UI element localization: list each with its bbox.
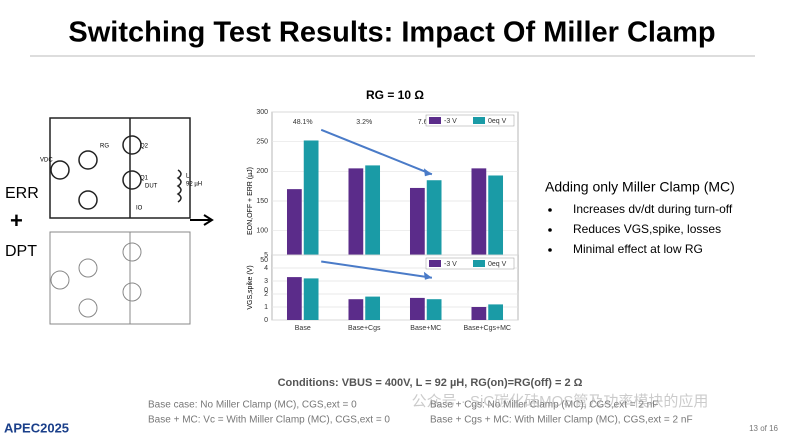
bullet: Reduces VGS,spike, losses [573,222,721,236]
y-axis-label: VGS,spike (V) [247,265,254,309]
bullet: Minimal effect at low RG [573,242,703,256]
y-tick-label: 5 [264,252,268,259]
bullet-dot [548,248,552,252]
circuit-bottom [49,231,191,325]
circuit-label: 92 µH [186,182,202,188]
y-axis-label: EON,OFF + ERR (µJ) [247,167,254,235]
circuit-label: Q2 [140,144,149,150]
bullet-dot [548,228,552,232]
y-tick-label: 300 [256,109,268,116]
bar [303,278,319,320]
conditions: Conditions: VBUS = 400V, L = 92 µH, RG(o… [278,377,583,389]
circuit-label: Q1 [140,176,149,182]
trend-arrow [320,128,433,176]
annotation: 48.1% [293,119,313,126]
circuit-top [49,117,191,219]
legend-label: 0eq V [488,118,507,125]
y-tick-label: 250 [256,139,268,146]
watermark: 公众号 · SiC碳化硅MOS管及功率模块的应用 [412,392,709,410]
arrow [190,214,214,226]
y-tick-label: 50 [260,257,268,264]
legend-swatch [473,117,485,124]
left-label: DPT [5,243,37,260]
circuit-label: IO [136,206,143,212]
legend-box [425,257,515,270]
y-tick-label: 3 [264,278,268,285]
y-tick-label: 200 [256,168,268,175]
chart-title: RG = 10 Ω [366,88,424,102]
bullet: Increases dv/dt during turn-off [573,202,733,216]
legend-swatch [473,260,485,267]
circuit-label: VDC [40,158,53,164]
x-tick-label: Base+Cgs+MC [464,325,511,332]
y-tick-label: 150 [256,198,268,205]
y-tick-label: 0 [264,287,268,294]
note: Base + MC: Vc = With Miller Clamp (MC), … [148,415,390,426]
logo: APEC2025 [4,420,69,435]
legend-label: -3 V [444,118,457,125]
bar [471,307,487,320]
page-number: 13 of 16 [749,424,778,433]
note: Base + Cgs + MC: With Miller Clamp (MC),… [430,415,693,426]
annotation: 3.2% [356,119,372,126]
x-tick-label: Base [295,325,311,332]
x-tick-label: Base+Cgs [348,325,381,332]
circuit-label: L [186,174,190,180]
circuit-label: RG [100,144,109,150]
bar [426,299,442,320]
trend-arrow [321,260,433,279]
left-label: + [10,208,23,233]
note: Base + Cgs: No Miller Clamp (MC), CGS,ex… [430,400,658,411]
y-tick-label: 1 [264,304,268,311]
legend-swatch [429,260,441,267]
slide-title: Switching Test Results: Impact Of Miller… [68,17,715,49]
note: Base case: No Miller Clamp (MC), CGS,ext… [148,400,357,411]
trend-arrow-head [423,168,432,177]
x-tick-label: Base+MC [410,325,441,332]
bar [365,296,381,320]
legend-box [425,114,515,127]
bullet-dot [548,208,552,212]
trend-arrow-head [423,271,432,280]
legend-label: -3 V [444,261,457,268]
bar [488,304,504,320]
bar [409,297,425,320]
bar [348,299,364,320]
y-tick-label: 2 [264,291,268,298]
bar [303,140,319,290]
y-tick-label: 0 [264,317,268,324]
bar [286,277,302,320]
left-label: ERR [5,185,39,202]
legend-swatch [429,117,441,124]
circuit-label: DUT [145,184,158,190]
legend-label: 0eq V [488,261,507,268]
y-tick-label: 100 [256,228,268,235]
bullets-header: Adding only Miller Clamp (MC) [545,179,735,195]
y-tick-label: 4 [264,265,268,272]
